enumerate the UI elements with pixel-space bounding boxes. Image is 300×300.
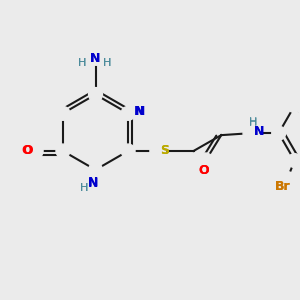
Text: O: O	[198, 164, 209, 177]
Circle shape	[121, 144, 135, 158]
Text: H: H	[77, 58, 86, 68]
Text: H: H	[249, 117, 257, 127]
Text: N: N	[135, 105, 145, 118]
Text: O: O	[21, 145, 32, 158]
Text: H: H	[249, 118, 257, 128]
Text: H: H	[80, 183, 88, 193]
Text: H: H	[103, 58, 112, 68]
Text: N: N	[254, 125, 264, 138]
Circle shape	[272, 126, 286, 140]
Circle shape	[243, 125, 259, 141]
Text: N: N	[88, 177, 99, 190]
Circle shape	[27, 143, 43, 159]
Circle shape	[288, 99, 300, 112]
Text: H: H	[77, 58, 86, 68]
Text: N: N	[90, 52, 101, 65]
Circle shape	[56, 106, 70, 120]
Text: N: N	[88, 176, 99, 189]
Circle shape	[88, 163, 102, 177]
Circle shape	[197, 153, 213, 169]
Text: Br: Br	[275, 180, 290, 193]
Text: N: N	[134, 105, 144, 118]
Text: Br: Br	[275, 180, 290, 193]
Text: H: H	[80, 183, 88, 193]
Circle shape	[288, 154, 300, 167]
Circle shape	[121, 106, 135, 120]
Text: S: S	[160, 145, 169, 158]
Circle shape	[56, 144, 70, 158]
Text: N: N	[254, 125, 264, 138]
Text: H: H	[103, 58, 112, 68]
Text: O: O	[198, 164, 209, 177]
Text: N: N	[90, 52, 101, 65]
Circle shape	[150, 143, 166, 159]
Text: S: S	[160, 145, 169, 158]
Text: O: O	[22, 145, 33, 158]
Circle shape	[88, 88, 102, 101]
